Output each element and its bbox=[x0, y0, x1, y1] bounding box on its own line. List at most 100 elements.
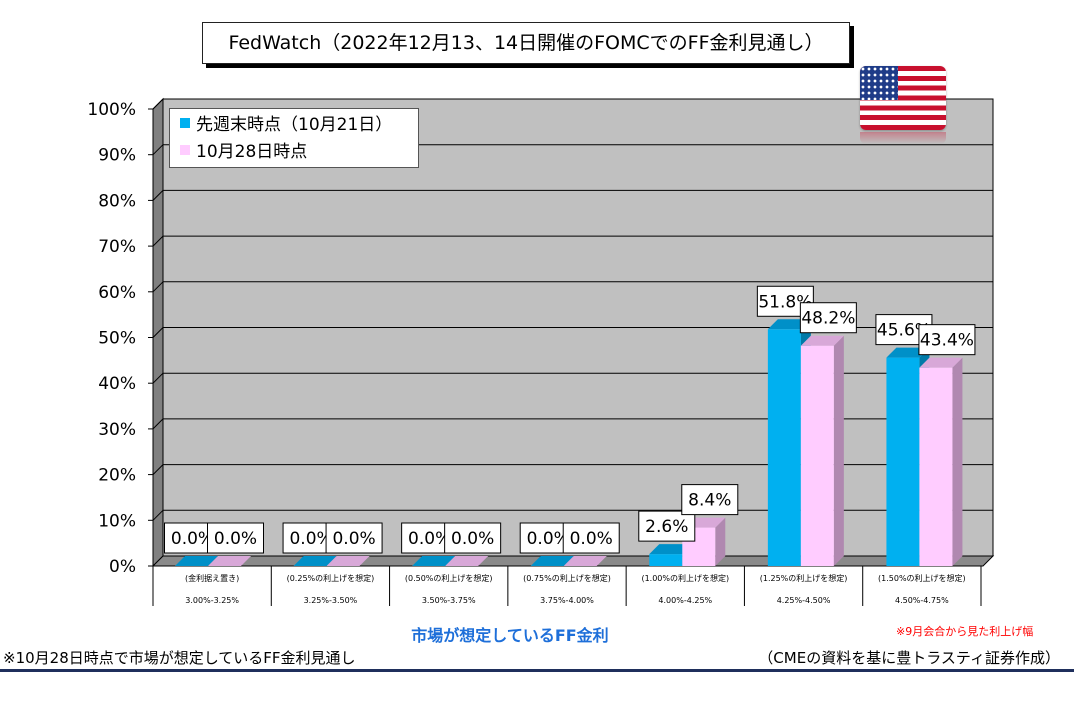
y-tick-label: 30% bbox=[98, 420, 136, 440]
chart-title: FedWatch（2022年12月13、14日開催のFOMCでのFF金利見通し） bbox=[202, 22, 850, 64]
x-category-label: (0.50%の利上げを想定) bbox=[405, 573, 493, 583]
gridline-side bbox=[152, 190, 164, 201]
bar-series2 bbox=[208, 556, 251, 566]
x-category-label: (1.25%の利上げを想定) bbox=[760, 573, 848, 583]
bar-series1 bbox=[412, 556, 456, 566]
x-category-label: (0.75%の利上げを想定) bbox=[523, 573, 611, 583]
data-label: 0.0% bbox=[562, 522, 620, 554]
legend-swatch-series1 bbox=[180, 118, 190, 128]
bar-top bbox=[919, 357, 963, 368]
x-category-label: (0.25%の利上げを想定) bbox=[287, 573, 375, 583]
legend-item-series1: 先週末時点（10月21日） bbox=[180, 113, 392, 137]
x-category-range: 3.00%-3.25% bbox=[185, 596, 239, 605]
data-label-box bbox=[325, 522, 383, 554]
bar-top bbox=[530, 556, 574, 566]
data-label-text: 0.0% bbox=[451, 529, 494, 549]
bar-side bbox=[715, 517, 726, 566]
legend-item-series2: 10月28日時点 bbox=[180, 140, 307, 164]
y-tick-label: 80% bbox=[98, 191, 136, 211]
note-red: ※9月会合から見た利上げ幅 bbox=[896, 625, 1034, 638]
data-label: 48.2% bbox=[799, 302, 857, 334]
data-label: 8.4% bbox=[681, 484, 739, 516]
data-label-text: 0.0% bbox=[332, 529, 375, 549]
bar-series2 bbox=[919, 357, 963, 566]
data-label: 0.0% bbox=[444, 522, 502, 554]
data-label: 2.6% bbox=[638, 510, 696, 542]
legend-swatch-series2 bbox=[180, 145, 190, 155]
x-category-range: 3.75%-4.00% bbox=[540, 596, 594, 605]
bar-top bbox=[293, 556, 337, 566]
bar-front bbox=[919, 367, 953, 566]
bar-top bbox=[208, 556, 251, 566]
data-label-box bbox=[799, 302, 857, 334]
bar-series2 bbox=[326, 556, 370, 566]
bar-top bbox=[445, 556, 489, 566]
data-label-box bbox=[444, 522, 502, 554]
us-flag-icon bbox=[860, 66, 946, 130]
x-category-range: 4.25%-4.50% bbox=[777, 596, 831, 605]
x-axis-title: 市場が想定しているFF金利 bbox=[411, 626, 609, 645]
data-label-text: 0.0% bbox=[408, 529, 451, 549]
bar-side bbox=[833, 335, 844, 566]
bar-top bbox=[563, 556, 607, 566]
data-label-box bbox=[681, 484, 739, 516]
gridline-side bbox=[152, 144, 164, 156]
y-tick-label: 20% bbox=[98, 466, 136, 486]
bar-series1 bbox=[530, 556, 574, 566]
x-category-range: 4.00%-4.25% bbox=[658, 596, 712, 605]
x-category-range: 3.25%-3.50% bbox=[304, 596, 358, 605]
x-category-range: 3.50%-3.75% bbox=[422, 596, 476, 605]
data-label-text: 0.0% bbox=[171, 529, 214, 549]
data-label-text: 0.0% bbox=[214, 529, 257, 549]
x-category-label: (金利据え置き) bbox=[185, 573, 239, 583]
y-tick-label: 90% bbox=[98, 146, 136, 166]
data-label-box bbox=[918, 324, 976, 356]
y-tick-label: 100% bbox=[87, 100, 136, 120]
data-label-text: 0.0% bbox=[570, 529, 613, 549]
y-tick-label: 70% bbox=[98, 237, 136, 257]
data-label-box bbox=[562, 522, 620, 554]
bar-front bbox=[800, 345, 834, 566]
gridline-side bbox=[152, 235, 164, 247]
bar-top bbox=[175, 556, 218, 566]
data-label-text: 0.0% bbox=[527, 529, 570, 549]
bar-series2 bbox=[445, 556, 489, 566]
data-label-box bbox=[638, 510, 696, 542]
footnote-right: （CMEの資料を基に豊トラスティ証券作成） bbox=[758, 649, 1060, 667]
legend-label-series1: 先週末時点（10月21日） bbox=[196, 115, 393, 135]
gridline-side bbox=[152, 509, 164, 521]
data-label-text: 43.4% bbox=[920, 331, 974, 351]
data-label-text: 0.0% bbox=[289, 529, 332, 549]
gridline-side bbox=[152, 327, 164, 338]
data-label: 0.0% bbox=[207, 522, 264, 554]
bar-top bbox=[326, 556, 370, 566]
gridline-side bbox=[152, 98, 164, 110]
bar-top bbox=[649, 544, 693, 555]
y-tick-label: 50% bbox=[98, 329, 136, 349]
legend-label-series2: 10月28日時点 bbox=[196, 142, 308, 162]
flag-reflection bbox=[860, 132, 946, 144]
y-tick-label: 10% bbox=[98, 511, 136, 531]
legend: 先週末時点（10月21日） 10月28日時点 bbox=[169, 108, 419, 168]
data-label-text: 8.4% bbox=[688, 491, 731, 511]
y-tick-label: 40% bbox=[98, 374, 136, 394]
gridline-side bbox=[152, 281, 164, 293]
bar-series1 bbox=[293, 556, 337, 566]
y-tick-label: 0% bbox=[109, 557, 136, 577]
data-label: 43.4% bbox=[918, 324, 976, 356]
footnote-left: ※10月28日時点で市場が想定しているFF金利見通し bbox=[3, 649, 356, 667]
bar-series2 bbox=[800, 335, 844, 566]
data-label: 0.0% bbox=[325, 522, 383, 554]
data-label-text: 48.2% bbox=[801, 309, 855, 329]
bar-series2 bbox=[563, 556, 607, 566]
bar-top bbox=[412, 556, 456, 566]
bar-front bbox=[886, 357, 920, 566]
data-label-box bbox=[207, 522, 264, 554]
bar-top bbox=[800, 335, 844, 346]
bar-series1 bbox=[175, 556, 218, 566]
bottom-rule bbox=[0, 669, 1074, 672]
bar-front bbox=[649, 554, 683, 566]
y-tick-label: 60% bbox=[98, 283, 136, 303]
data-label-text: 2.6% bbox=[645, 517, 688, 537]
